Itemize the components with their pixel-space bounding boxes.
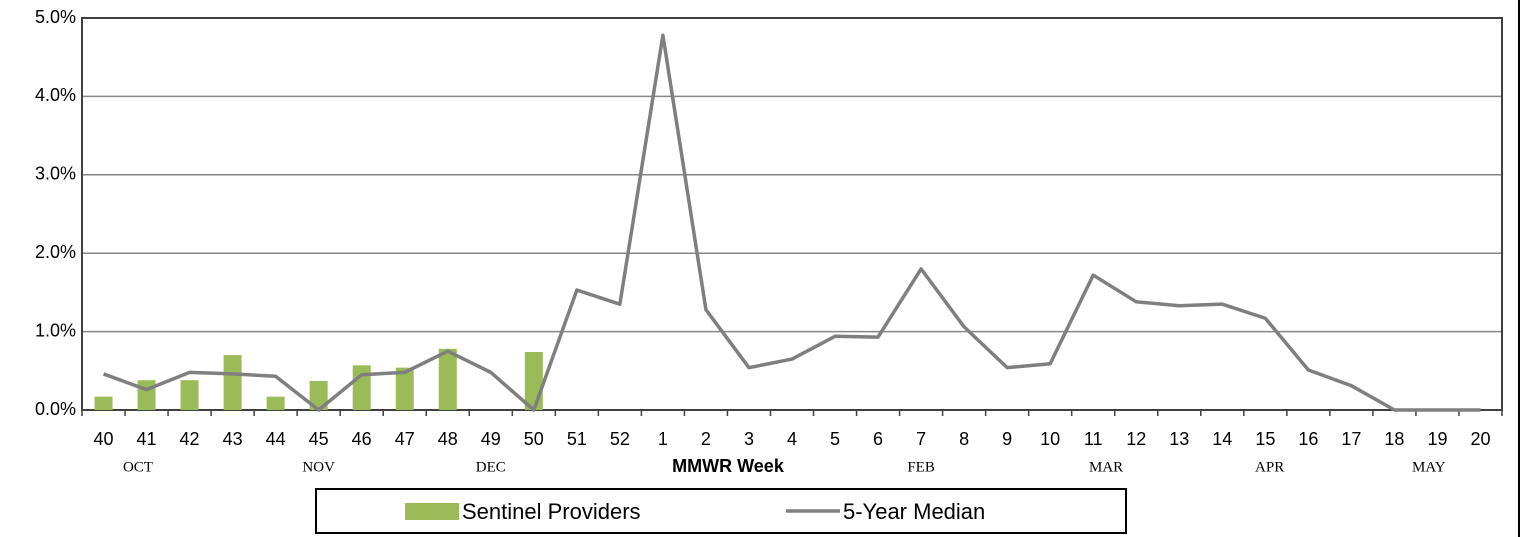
x-tick-label: 47 bbox=[395, 429, 415, 449]
x-tick-label: 13 bbox=[1169, 429, 1189, 449]
bar bbox=[223, 355, 242, 410]
legend-label: 5-Year Median bbox=[843, 499, 985, 524]
y-tick-label: 5.0% bbox=[35, 7, 76, 27]
bar bbox=[94, 396, 113, 410]
bar bbox=[180, 380, 199, 410]
bar bbox=[352, 365, 371, 410]
bar bbox=[137, 380, 156, 410]
bar bbox=[438, 348, 457, 410]
x-tick-label: 46 bbox=[352, 429, 372, 449]
month-label: OCT bbox=[123, 459, 153, 475]
bar bbox=[309, 380, 328, 410]
y-tick-label: 1.0% bbox=[35, 320, 76, 340]
month-label: APR bbox=[1255, 459, 1284, 475]
x-tick-label: 3 bbox=[744, 429, 754, 449]
x-tick-label: 50 bbox=[524, 429, 544, 449]
x-tick-label: 2 bbox=[701, 429, 711, 449]
y-tick-label: 4.0% bbox=[35, 85, 76, 105]
x-tick-label: 48 bbox=[438, 429, 458, 449]
x-tick-label: 51 bbox=[567, 429, 587, 449]
x-tick-label: 41 bbox=[137, 429, 157, 449]
x-tick-label: 12 bbox=[1126, 429, 1146, 449]
month-label: MAY bbox=[1412, 459, 1446, 475]
x-tick-label: 14 bbox=[1212, 429, 1232, 449]
x-tick-label: 19 bbox=[1427, 429, 1447, 449]
x-tick-label: 40 bbox=[93, 429, 113, 449]
bar bbox=[395, 367, 414, 410]
x-tick-label: 18 bbox=[1384, 429, 1404, 449]
y-tick-label: 2.0% bbox=[35, 242, 76, 262]
x-tick-label: 45 bbox=[309, 429, 329, 449]
month-label: FEB bbox=[907, 459, 935, 475]
month-label: NOV bbox=[302, 459, 335, 475]
x-tick-label: 43 bbox=[223, 429, 243, 449]
x-tick-label: 11 bbox=[1084, 429, 1103, 449]
y-tick-label: 3.0% bbox=[35, 164, 76, 184]
x-tick-label: 17 bbox=[1341, 429, 1361, 449]
x-tick-label: 4 bbox=[787, 429, 797, 449]
bar bbox=[524, 351, 543, 410]
y-tick-label: 0.0% bbox=[35, 399, 76, 419]
x-tick-label: 9 bbox=[1002, 429, 1012, 449]
x-axis-label: MMWR Week bbox=[672, 456, 785, 476]
x-tick-label: 52 bbox=[610, 429, 630, 449]
plot-frame bbox=[81, 17, 1503, 411]
x-tick-label: 44 bbox=[266, 429, 286, 449]
x-tick-label: 42 bbox=[180, 429, 200, 449]
x-tick-label: 49 bbox=[481, 429, 501, 449]
line bbox=[102, 33, 1481, 412]
x-tick-label: 8 bbox=[959, 429, 969, 449]
x-tick-label: 6 bbox=[873, 429, 883, 449]
x-tick-label: 1 bbox=[658, 429, 668, 449]
legend-label: Sentinel Providers bbox=[462, 499, 641, 524]
month-label: MAR bbox=[1089, 459, 1123, 475]
x-tick-label: 15 bbox=[1255, 429, 1275, 449]
bar bbox=[266, 396, 285, 410]
month-label: DEC bbox=[476, 459, 506, 475]
legend-swatch bbox=[405, 503, 459, 520]
x-tick-label: 16 bbox=[1298, 429, 1318, 449]
x-tick-label: 7 bbox=[916, 429, 926, 449]
x-tick-label: 10 bbox=[1040, 429, 1060, 449]
x-tick-label: 5 bbox=[830, 429, 840, 449]
x-tick-label: 20 bbox=[1470, 429, 1490, 449]
